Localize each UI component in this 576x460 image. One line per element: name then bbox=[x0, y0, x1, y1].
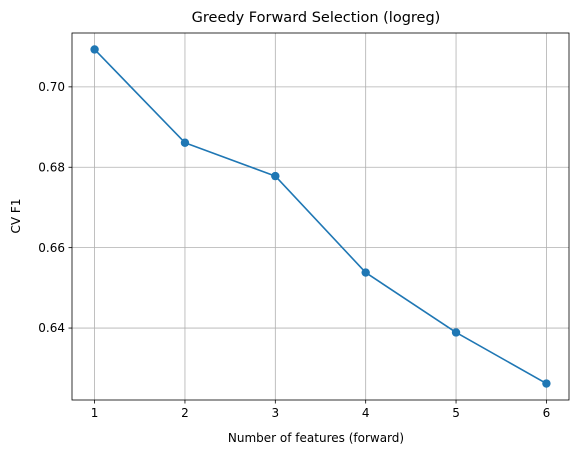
series-line bbox=[94, 48, 547, 385]
series-group bbox=[90, 45, 551, 388]
grid bbox=[72, 33, 569, 400]
data-point bbox=[271, 171, 280, 181]
data-point bbox=[451, 328, 461, 337]
chart-title: Greedy Forward Selection (logreg) bbox=[192, 10, 441, 26]
x-tick-label: 1 bbox=[91, 406, 99, 420]
data-point bbox=[180, 138, 190, 147]
y-tick-label: 0.64 bbox=[38, 321, 65, 335]
axes bbox=[68, 32, 570, 404]
y-tick-label: 0.66 bbox=[38, 241, 65, 255]
x-tick-label: 2 bbox=[181, 406, 189, 420]
data-point bbox=[90, 45, 99, 54]
data-point bbox=[542, 379, 551, 388]
x-tick-label: 6 bbox=[543, 406, 551, 420]
x-tick-label: 3 bbox=[271, 406, 279, 420]
y-axis-label: CV F1 bbox=[9, 199, 23, 234]
tick-labels: 1 2 3 4 5 6 0.64 0.66 0.68 0.70 bbox=[38, 80, 550, 420]
data-point bbox=[361, 268, 370, 277]
x-axis-label: Number of features (forward) bbox=[228, 431, 404, 445]
x-tick-label: 5 bbox=[452, 406, 460, 420]
axes-frame bbox=[71, 32, 570, 401]
y-tick-label: 0.68 bbox=[38, 160, 65, 174]
y-tick-label: 0.70 bbox=[38, 80, 65, 94]
x-tick-label: 4 bbox=[362, 406, 370, 420]
